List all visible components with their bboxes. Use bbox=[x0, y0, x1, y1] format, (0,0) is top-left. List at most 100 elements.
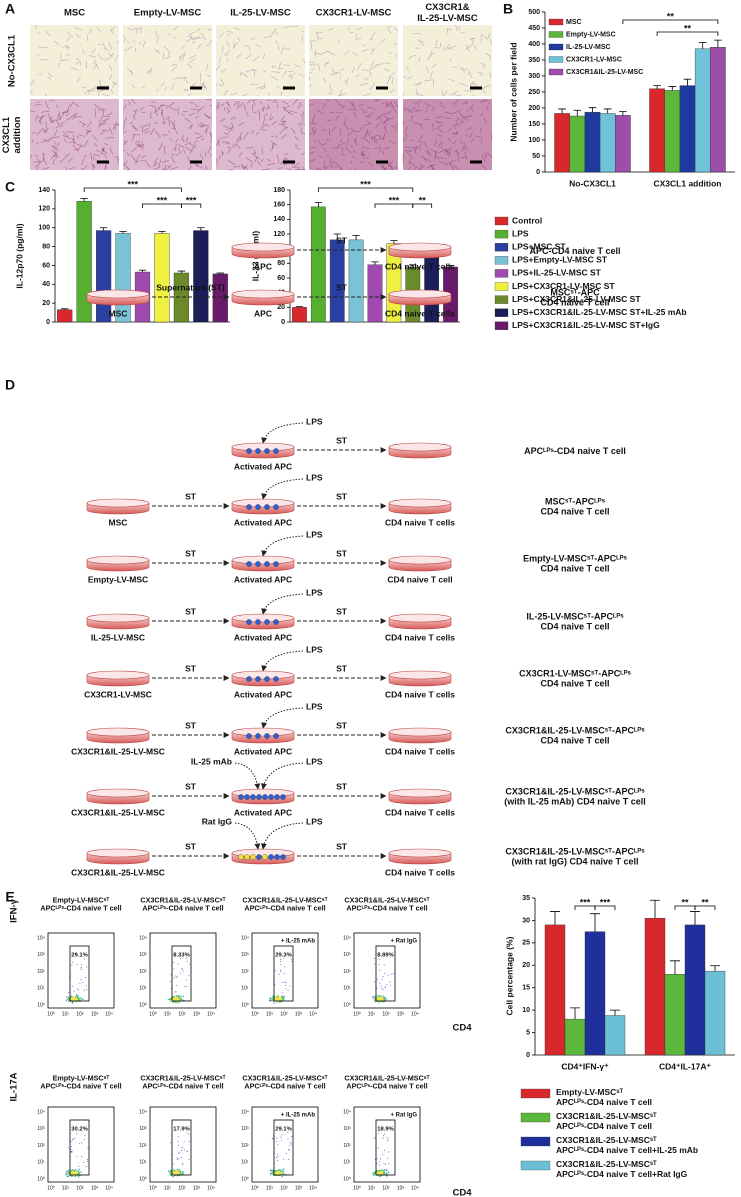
cell-texture bbox=[419, 124, 424, 129]
cell-texture bbox=[109, 73, 113, 80]
cell-texture bbox=[277, 154, 280, 164]
y-tick-label: 10¹ bbox=[37, 1160, 45, 1166]
cell-texture bbox=[368, 131, 371, 137]
cell-texture bbox=[445, 44, 450, 51]
arrow-label: ST bbox=[336, 720, 348, 730]
cell-texture bbox=[389, 168, 392, 171]
dotted-arrow bbox=[261, 707, 304, 729]
error-bar bbox=[177, 270, 186, 273]
cell-texture bbox=[36, 165, 39, 171]
event-dot bbox=[279, 998, 281, 1000]
cell bbox=[280, 854, 286, 860]
cell-texture bbox=[80, 158, 85, 166]
cell-texture bbox=[148, 123, 151, 128]
y-tick-label: 10¹ bbox=[139, 986, 147, 992]
cell-texture bbox=[130, 69, 134, 76]
dish-label: Activated APC bbox=[234, 807, 292, 817]
cell-texture bbox=[132, 125, 137, 131]
cell-texture bbox=[175, 138, 178, 143]
cell-texture bbox=[474, 135, 483, 138]
cell-texture bbox=[207, 74, 211, 77]
x-tick-label: 10³ bbox=[193, 1185, 201, 1191]
x-tick-label: 10¹ bbox=[368, 1011, 376, 1017]
cell-texture bbox=[261, 148, 263, 155]
dish-label: CX3CR1&IL-25-LV-MSC bbox=[71, 867, 165, 877]
cell-texture bbox=[226, 142, 230, 145]
cell-texture bbox=[228, 160, 236, 166]
event-dot bbox=[280, 969, 282, 971]
error-bar bbox=[650, 899, 660, 919]
event-dot bbox=[384, 987, 386, 989]
event-dot bbox=[178, 1001, 181, 1003]
cell-texture bbox=[170, 166, 178, 171]
cell-texture bbox=[178, 144, 185, 148]
cell-texture bbox=[170, 82, 175, 91]
cell-texture bbox=[445, 111, 454, 114]
event-dot bbox=[181, 968, 183, 970]
cell-texture bbox=[358, 103, 364, 106]
cell-texture bbox=[339, 128, 342, 136]
cell-texture bbox=[424, 103, 434, 107]
event-dot bbox=[285, 985, 287, 987]
event-dot bbox=[379, 995, 381, 997]
cell-texture bbox=[55, 125, 64, 128]
cell-texture bbox=[131, 84, 136, 89]
cell-texture bbox=[64, 153, 71, 158]
y-tick-label: 25 bbox=[522, 940, 530, 947]
cell-texture bbox=[172, 148, 177, 151]
cell-texture bbox=[278, 123, 286, 126]
event-dot bbox=[178, 1169, 180, 1171]
cell-texture bbox=[329, 84, 333, 94]
event-dot bbox=[182, 995, 184, 998]
cell-texture bbox=[207, 28, 213, 31]
panel-label: B bbox=[503, 1, 513, 17]
cell-texture bbox=[393, 27, 399, 32]
cell-texture bbox=[187, 93, 192, 97]
cell-texture bbox=[364, 129, 369, 138]
cell-texture bbox=[346, 132, 353, 136]
dish-rim bbox=[388, 242, 452, 252]
y-tick-label: 10⁴ bbox=[139, 935, 147, 941]
cell bbox=[256, 854, 262, 860]
dish-rim bbox=[231, 670, 295, 680]
cell-texture bbox=[133, 108, 138, 117]
cell-texture bbox=[460, 121, 465, 125]
cell-texture bbox=[226, 101, 231, 109]
cell-texture bbox=[316, 31, 323, 34]
cell-texture bbox=[413, 105, 419, 112]
event-dot bbox=[75, 1169, 78, 1171]
cell-texture bbox=[471, 38, 475, 44]
event-dot bbox=[73, 1172, 75, 1174]
cell-texture bbox=[480, 62, 487, 67]
cell-texture bbox=[47, 76, 52, 81]
cell-texture bbox=[311, 128, 315, 132]
cell-texture bbox=[419, 144, 422, 151]
cell-texture bbox=[36, 101, 40, 104]
significance-label: *** bbox=[360, 179, 371, 189]
cell-texture bbox=[468, 70, 473, 78]
x-tick-label: 10² bbox=[178, 1011, 186, 1017]
cell-texture bbox=[272, 143, 275, 149]
event-dot bbox=[183, 1149, 185, 1151]
cell-texture bbox=[423, 158, 428, 163]
event-dot bbox=[374, 997, 376, 999]
cell-texture bbox=[437, 141, 443, 148]
cell-texture bbox=[269, 113, 272, 121]
cell-texture bbox=[447, 127, 453, 132]
event-dot bbox=[82, 982, 84, 984]
cell-texture bbox=[443, 90, 448, 97]
event-dot bbox=[386, 1169, 388, 1171]
event-dot bbox=[379, 1172, 381, 1175]
dotted-arrow bbox=[261, 422, 304, 444]
cell-texture bbox=[348, 168, 351, 171]
cell-texture bbox=[373, 134, 380, 137]
cell-texture bbox=[403, 146, 413, 149]
event-dot bbox=[73, 997, 75, 999]
cell-texture bbox=[439, 121, 444, 124]
gate bbox=[171, 945, 192, 1002]
event-dot bbox=[172, 1171, 174, 1173]
legend-swatch bbox=[494, 256, 509, 265]
cell-texture bbox=[395, 125, 397, 131]
cell-texture bbox=[317, 62, 321, 72]
event-dot bbox=[386, 1137, 388, 1139]
